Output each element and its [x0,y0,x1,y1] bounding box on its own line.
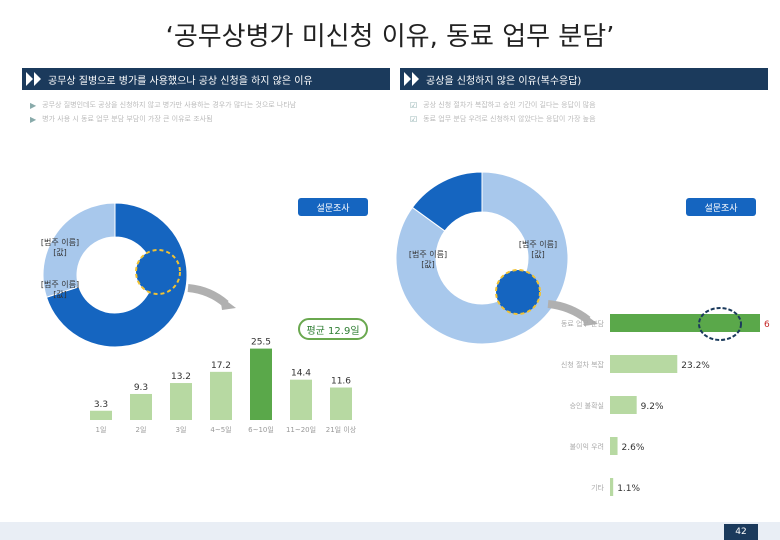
hbar [610,314,760,332]
donut-right-label-b: [범주 이름] [값] [518,240,558,259]
section-header-left-label: 공무상 질병으로 병가를 사용했으나 공상 신청을 하지 않은 이유 [48,75,313,87]
zoom-callout-left [135,249,236,310]
note-text: 동료 업무 분담 우려로 신청하지 않았다는 응답이 가장 높음 [423,115,596,123]
donut-right-label-a: [범주 이름] [값] [408,250,448,269]
double-arrow-icon [26,72,41,86]
hbar-category-label: 동료 업무 분담 [561,319,605,328]
bar-value-label: 11.6 [331,377,351,387]
note-item: ☑ 동료 업무 분담 우려로 신청하지 않았다는 응답이 가장 높음 [410,114,760,125]
double-arrow-icon [404,72,419,86]
bar-category-label: 6~10일 [248,425,274,434]
bar-value-label: 25.5 [251,338,271,348]
notes-left: ▶ 공무상 질병인데도 공상을 신청하지 않고 병가만 사용하는 경우가 많다는 … [30,100,380,128]
section-header-right: 공상을 신청하지 않은 이유(복수응답) [400,68,768,90]
bar-value-label: 13.2 [171,372,191,382]
hbar-category-label: 기타 [591,483,604,492]
bar-category-label: 4~5일 [210,425,231,434]
section-header-right-label: 공상을 신청하지 않은 이유(복수응답) [426,75,582,87]
note-item: ▶ 병가 사용 시 동료 업무 분담 부담이 가장 큰 이유로 조사됨 [30,114,380,125]
hbar-category-label: 신청 절차 복잡 [561,360,605,369]
donut-left-label-b: [범주 이름] [값] [40,280,80,299]
bar-value-label: 17.2 [211,361,231,371]
donut-slice [411,171,483,232]
notes-right: ☑ 공상 신청 절차가 복잡하고 승인 기간이 길다는 응답이 많음 ☑ 동료 업무… [410,100,760,128]
hbar-value-label: 62.8% [764,320,770,330]
bar-category-label: 2일 [136,425,147,434]
bar [170,383,192,420]
page-title: ‘공무상병가 미신청 이유, 동료 업무 분담’ [165,22,615,52]
hbar [610,396,637,414]
average-badge: 평균 12.9일 [298,318,368,340]
zoom-callout-right [495,269,598,326]
bar [130,393,152,420]
bullet-icon: ▶ [30,115,37,124]
hbar-value-label: 9.2% [641,402,664,412]
hbar-value-label: 23.2% [681,361,710,371]
bar [210,371,232,420]
page-number: 42 [724,524,758,540]
checkbox-icon: ☑ [410,115,418,124]
footer-bar [0,522,780,540]
note-text: 공무상 질병인데도 공상을 신청하지 않고 병가만 사용하는 경우가 많다는 것… [42,101,297,109]
hbar-category-label: 불이익 우려 [570,442,604,451]
note-item: ☑ 공상 신청 절차가 복잡하고 승인 기간이 길다는 응답이 많음 [410,100,760,111]
hbar-chart-reasons: 동료 업무 분담 62.8% 신청 절차 복잡 23.2% 승인 불확실 9.2% 불이익 … [561,314,770,496]
bullet-icon: ▶ [30,101,37,110]
bar-category-label: 3일 [176,425,187,434]
hbar [610,478,614,496]
hbar-value-label: 1.1% [617,484,640,494]
bar-value-label: 14.4 [291,369,311,379]
note-item: ▶ 공무상 질병인데도 공상을 신청하지 않고 병가만 사용하는 경우가 많다는 … [30,100,380,111]
checkbox-icon: ☑ [410,101,418,110]
bar [250,348,272,420]
bar [290,379,312,420]
hbar-value-label: 2.6% [622,443,645,453]
bar-value-label: 3.3 [94,400,108,410]
bar-category-label: 1일 [96,425,107,434]
section-header-left: 공무상 질병으로 병가를 사용했으나 공상 신청을 하지 않은 이유 [22,68,390,90]
donut-left-label-a: [범주 이름] [값] [40,238,80,257]
donut-slice [42,202,116,298]
hbar [610,437,618,455]
hbar-category-label: 승인 불확실 [570,401,604,410]
bar [330,387,352,420]
survey-badge-left: 설문조사 [298,198,368,216]
note-text: 공상 신청 절차가 복잡하고 승인 기간이 길다는 응답이 많음 [423,101,596,109]
bar-value-label: 9.3 [134,383,148,393]
hbar [610,355,678,373]
bar-category-label: 21일 이상 [326,425,357,434]
note-text: 병가 사용 시 동료 업무 분담 부담이 가장 큰 이유로 조사됨 [42,115,213,123]
bar-chart-days: 3.3 1일 9.3 2일 13.2 3일 17.2 4~5일 25.5 6~10일 14.4 11~… [90,338,357,434]
survey-badge-right: 설문조사 [686,198,756,216]
bar [90,410,112,420]
highlight-ring [698,307,742,341]
bar-category-label: 11~20일 [286,425,316,434]
